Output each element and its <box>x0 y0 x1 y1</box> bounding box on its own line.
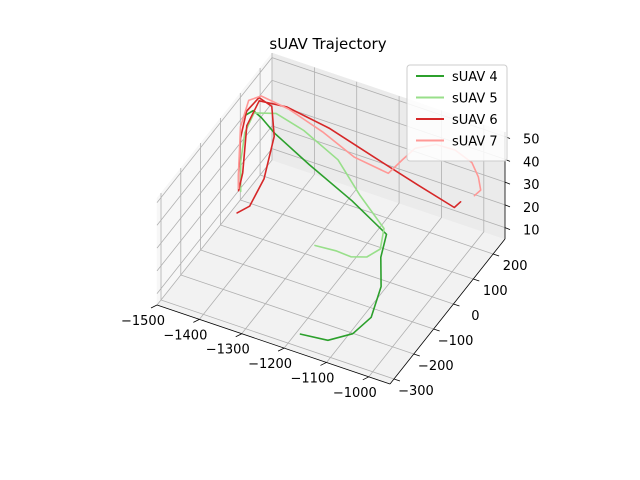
x-tick-label: −1000 <box>333 386 377 401</box>
y-tick-mark <box>393 378 401 382</box>
y-tick-mark <box>413 353 420 357</box>
tick-labels: −1500−1400−1300−1200−1100−1000 −300−200−1… <box>121 133 540 401</box>
x-tick-label: −1400 <box>163 328 207 343</box>
y-tick-label: −300 <box>398 384 434 399</box>
y-tick-mark <box>492 253 500 257</box>
x-tick-label: −1500 <box>121 314 165 329</box>
z-tick-label: 40 <box>523 155 540 170</box>
x-tick-mark <box>320 362 327 366</box>
x-grid-line <box>156 53 273 306</box>
chart-title: sUAV Trajectory <box>269 35 386 53</box>
z-tick-mark <box>504 181 511 185</box>
x-tick-mark <box>362 376 369 381</box>
legend-label: sUAV 5 <box>452 92 498 107</box>
legend-label: sUAV 7 <box>452 135 498 150</box>
z-tick-label: 50 <box>523 133 540 148</box>
y-grid-line <box>160 193 395 380</box>
y-grid-line <box>200 143 434 330</box>
z-tick-mark <box>504 227 511 230</box>
z-tick-mark <box>504 204 511 208</box>
y-tick-mark <box>473 278 480 282</box>
x-axis-line <box>156 304 391 385</box>
series-line-suav-6 <box>236 96 462 214</box>
x-tick-mark <box>150 304 158 309</box>
z-tick-label: 10 <box>523 224 540 239</box>
x-tick-mark <box>235 333 242 338</box>
y-tick-label: −200 <box>418 359 454 374</box>
x-grid-line <box>199 67 315 320</box>
x-tick-label: −1100 <box>290 371 334 386</box>
y-grid-line <box>219 118 454 305</box>
y-grid-line <box>259 68 494 255</box>
x-tick-label: −1300 <box>206 343 250 358</box>
x-tick-mark <box>193 319 200 323</box>
z-tick-label: 20 <box>523 201 540 216</box>
z-tick-label: 30 <box>523 178 540 193</box>
series-lines <box>236 95 482 342</box>
y-tick-label: 200 <box>503 259 528 274</box>
series-line-suav-4 <box>244 109 388 342</box>
y-tick-mark <box>453 303 460 307</box>
z-grid-line <box>156 125 506 272</box>
legend-box <box>406 64 508 162</box>
y-tick-label: 100 <box>483 284 508 299</box>
x-tick-label: −1200 <box>248 357 292 372</box>
y-tick-label: −100 <box>438 334 474 349</box>
legend-label: sUAV 4 <box>452 70 498 85</box>
y-tick-label: 0 <box>471 309 479 324</box>
y-axis-line <box>389 238 506 385</box>
legend-label: sUAV 6 <box>452 113 498 128</box>
x-grid-line <box>283 96 400 349</box>
x-tick-mark <box>277 347 285 352</box>
y-grid-line <box>180 168 414 355</box>
y-tick-mark <box>433 328 440 332</box>
legend: sUAV 4 sUAV 5 sUAV 6 sUAV 7 <box>406 64 508 162</box>
series-line-suav-7 <box>237 95 482 197</box>
